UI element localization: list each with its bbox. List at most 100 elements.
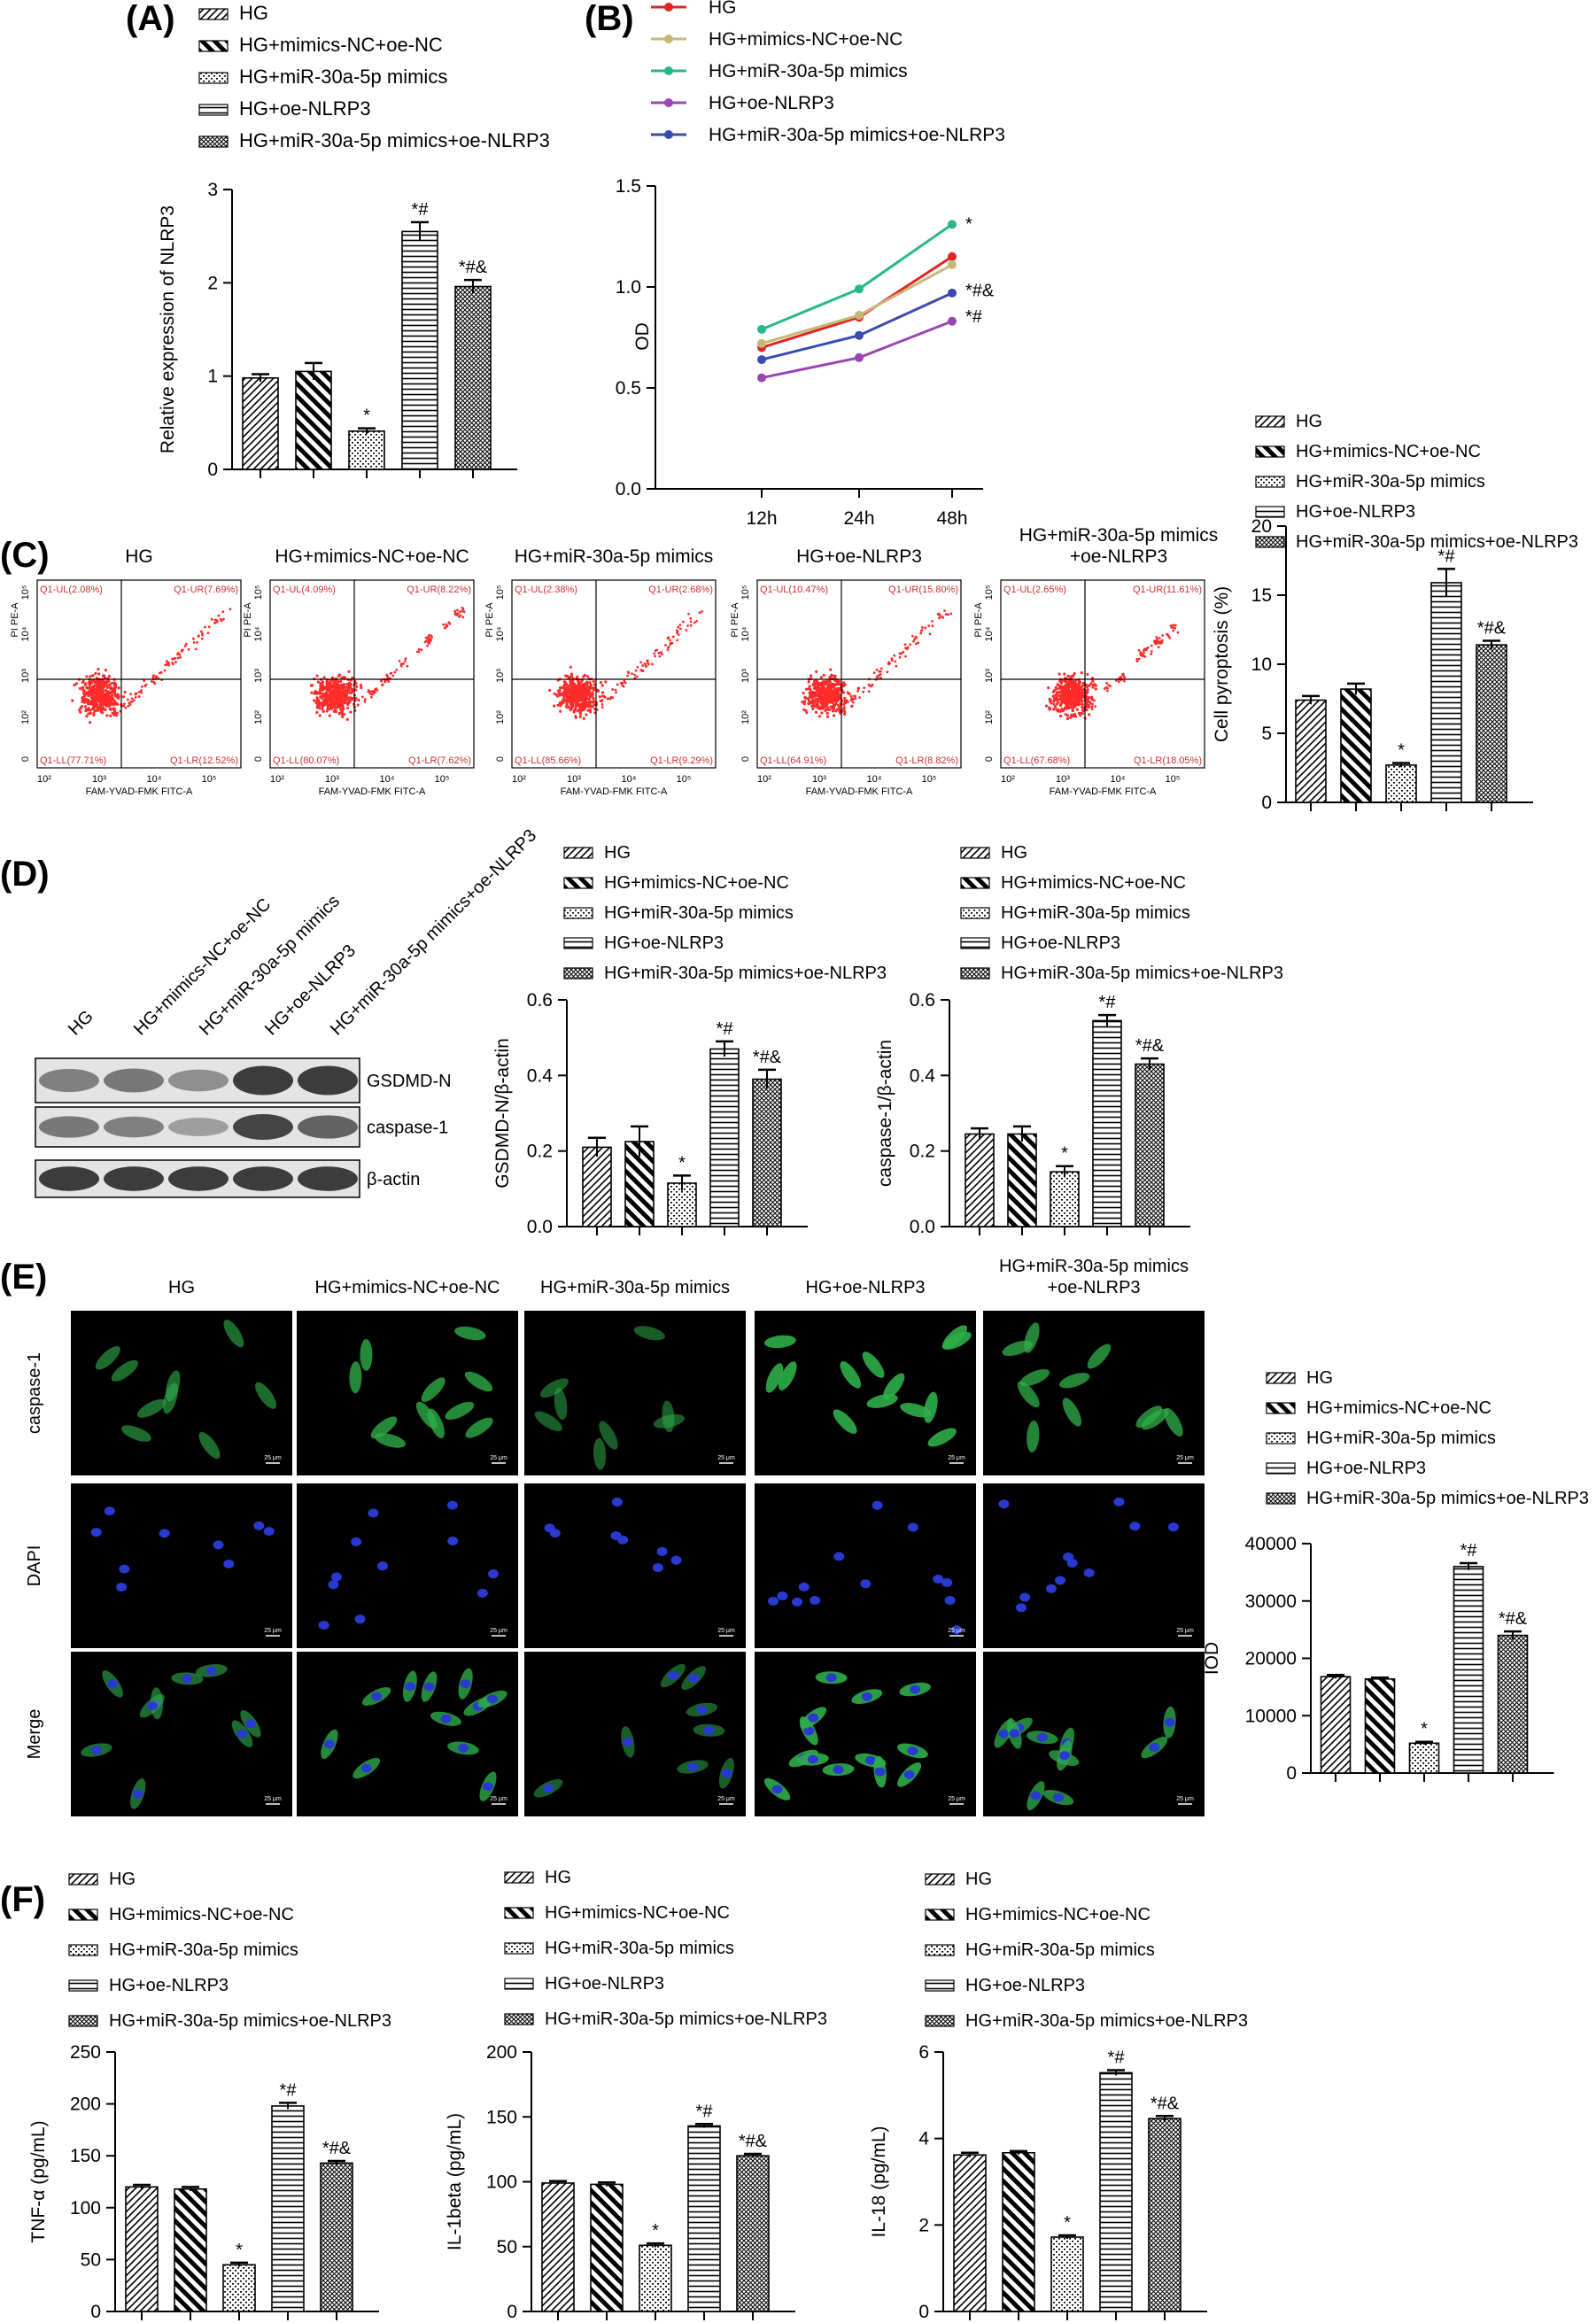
significance-label: *# <box>280 2080 298 2100</box>
flow-x-label: FAM-YVAD-FMK FITC-A <box>319 786 426 797</box>
legend-marker <box>664 35 673 43</box>
bar <box>1497 1634 1529 1774</box>
nucleus <box>941 1578 953 1588</box>
y-tick-label: 1.5 <box>616 176 641 197</box>
y-tick-label: 0 <box>1286 1763 1297 1784</box>
legend-swatch <box>504 2013 534 2025</box>
legend-label: HG+miR-30a-5p mimics+oe-NLRP3 <box>1306 1489 1589 1508</box>
flow-x-label: FAM-YVAD-FMK FITC-A <box>1050 786 1157 797</box>
flow-x-tick: 10⁴ <box>1111 774 1126 785</box>
bar <box>541 2182 575 2312</box>
y-axis-label: IL-18 (pg/mL) <box>869 2126 889 2237</box>
cell-body <box>370 1416 398 1439</box>
nucleus <box>371 1692 383 1701</box>
cell-body <box>415 1401 438 1429</box>
bar <box>401 230 438 470</box>
flow-x-tick: 10² <box>1001 774 1015 785</box>
nucleus <box>833 1552 845 1561</box>
nucleus <box>1129 1522 1141 1531</box>
y-axis-label: IOD <box>1202 1642 1222 1675</box>
legend-swatch <box>563 907 593 919</box>
legend-marker <box>664 130 673 139</box>
legend-swatch <box>960 907 990 919</box>
flow-y-tick: 10³ <box>253 669 264 683</box>
quadrant-ll: Q1-LL(77.71%) <box>40 755 106 766</box>
nucleus <box>159 1529 170 1538</box>
flow-title: HG <box>125 546 153 567</box>
legend-label: HG <box>965 1870 992 1889</box>
flow-x-tick: 10⁴ <box>867 774 882 785</box>
y-axis-label: Cell pyroptosis (%) <box>1212 586 1232 742</box>
immunofluorescence-grid: HG HG+mimics-NC+oe-NC HG+miR-30a-5p mimics… <box>25 1257 1205 1816</box>
band-label: β-actin <box>367 1170 420 1189</box>
blot-band <box>298 1166 358 1191</box>
quadrant-ul: Q1-UL(2.65%) <box>1003 585 1066 595</box>
cell-body <box>1017 1381 1040 1408</box>
cell-body <box>95 1346 120 1370</box>
nucleus <box>107 1679 119 1689</box>
cell-body <box>1024 1322 1040 1353</box>
flow-x-tick: 10³ <box>92 774 106 785</box>
flow-y-tick: 10⁴ <box>984 626 995 641</box>
flow-x-tick: 10⁵ <box>202 774 217 785</box>
bar <box>125 2186 159 2312</box>
legend-f2: HG HG+mimics-NC+oe-NC HG+miR-30a-5p mimics… <box>504 1868 827 2029</box>
bar <box>1408 1742 1440 1774</box>
if-column-title: HG+mimics-NC+oe-NC <box>315 1278 500 1297</box>
bar <box>953 2154 987 2312</box>
y-tick-label: 50 <box>81 2249 101 2270</box>
scale-label: 25 μm <box>1176 1455 1194 1461</box>
cell-body <box>421 1377 445 1403</box>
flow-title: HG+mimics-NC+oe-NC <box>275 546 469 567</box>
legend-swatch <box>563 847 593 859</box>
legend-label: HG+mimics-NC+oe-NC <box>545 1903 730 1923</box>
flow-dots <box>801 609 953 718</box>
bar <box>736 2155 770 2312</box>
bar <box>582 1146 612 1227</box>
cell-body <box>464 1371 493 1392</box>
legend-label: HG+oe-NLRP3 <box>604 933 724 953</box>
cell-body <box>593 1437 607 1470</box>
quadrant-ll: Q1-LL(85.66%) <box>515 755 581 766</box>
series-point <box>948 288 957 298</box>
flow-y-tick: 10⁴ <box>740 626 751 641</box>
legend-swatch <box>563 877 593 889</box>
nucleus <box>447 1537 459 1546</box>
cell-body <box>765 1363 784 1393</box>
nucleus <box>903 1769 915 1779</box>
band-label: caspase-1 <box>367 1119 448 1138</box>
flow-y-tick: 0 <box>20 756 31 762</box>
legend-swatch <box>960 847 990 859</box>
bar <box>1364 1678 1396 1774</box>
nucleus <box>907 1522 918 1532</box>
bar <box>1295 699 1327 803</box>
legend-label: HG <box>1306 1368 1333 1388</box>
significance-label: *#& <box>459 258 488 277</box>
series-point <box>855 284 864 294</box>
cell-body <box>1164 1407 1183 1437</box>
legend-f3: HG HG+mimics-NC+oe-NC HG+miR-30a-5p mimics… <box>925 1870 1248 2031</box>
legend-swatch <box>504 1942 534 1955</box>
cell-body <box>599 1421 618 1450</box>
significance-label: *#& <box>753 1048 782 1067</box>
nucleus <box>223 1559 235 1568</box>
nucleus <box>360 1763 372 1773</box>
cell-body <box>255 1382 277 1409</box>
flow-x-tick: 10² <box>270 774 284 785</box>
nucleus <box>810 1595 821 1605</box>
y-tick-label: 20000 <box>1245 1649 1297 1669</box>
legend-swatch <box>1255 445 1285 458</box>
cell-body <box>454 1326 486 1341</box>
if-column-title: HG+miR-30a-5p mimics <box>999 1257 1189 1276</box>
blot-band <box>104 1116 164 1138</box>
flow-y-tick: 0 <box>984 756 995 762</box>
cell-body <box>534 1411 563 1432</box>
bar <box>1476 644 1507 803</box>
cell-body <box>840 1361 862 1389</box>
nucleus <box>543 1784 554 1793</box>
quadrant-ll: Q1-LL(67.68%) <box>1003 755 1070 766</box>
flow-x-label: FAM-YVAD-FMK FITC-A <box>806 786 913 797</box>
legend-swatch <box>960 877 990 889</box>
chart-b-od: 0.0 0.5 1.0 1.5 OD 12h 24h 48h * *#& *# <box>616 176 995 529</box>
nucleus <box>182 1674 193 1684</box>
